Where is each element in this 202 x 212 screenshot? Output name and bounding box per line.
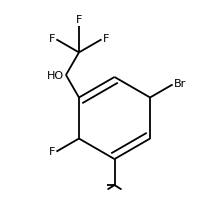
Text: F: F	[103, 34, 109, 44]
Text: F: F	[48, 34, 55, 44]
Text: HO: HO	[46, 71, 63, 81]
Text: F: F	[48, 146, 55, 156]
Text: Br: Br	[173, 80, 185, 89]
Text: F: F	[75, 15, 82, 25]
